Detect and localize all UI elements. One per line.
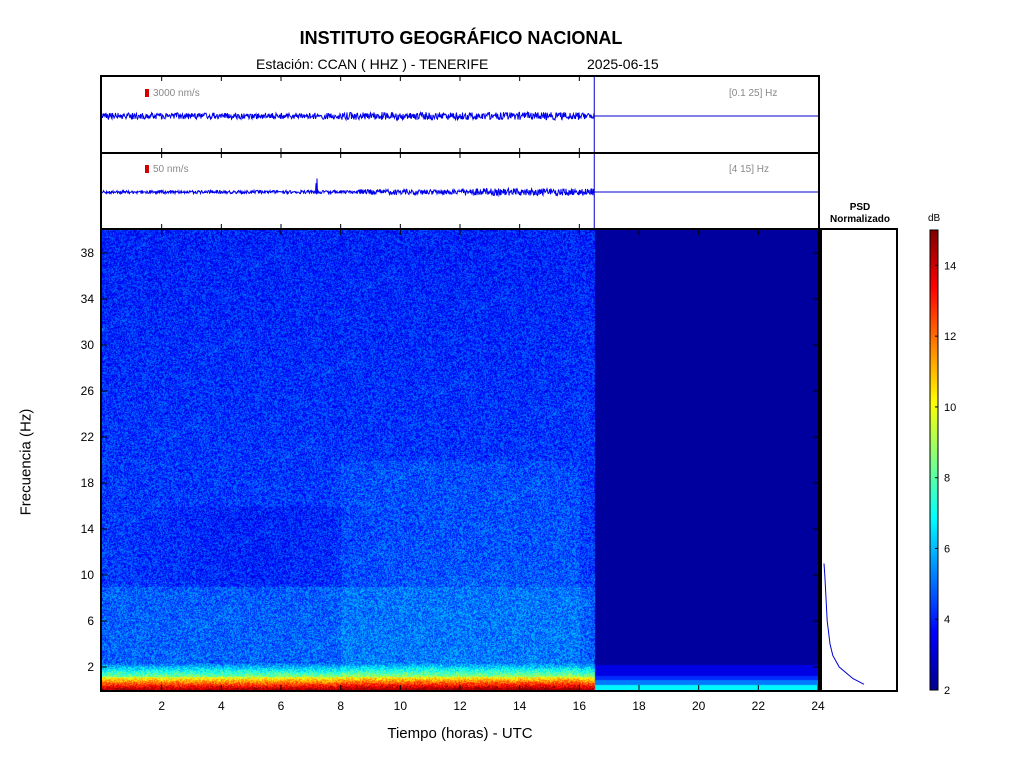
station-label: Estación: CCAN ( HHZ ) - TENERIFE <box>256 56 489 72</box>
x-tick-label: 22 <box>752 699 766 713</box>
y-tick-label: 34 <box>81 292 95 306</box>
trace-scale-label: 50 nm/s <box>153 164 189 175</box>
colorbar-tick-label: 10 <box>944 402 956 414</box>
y-tick-label: 2 <box>87 660 94 674</box>
colorbar-gradient <box>929 229 939 691</box>
x-axis-label: Tiempo (horas) - UTC <box>387 725 533 742</box>
y-tick-label: 6 <box>87 614 94 628</box>
colorbar-tick-label: 6 <box>944 543 950 555</box>
scale-bar-marker <box>145 165 149 173</box>
x-tick-label: 2 <box>158 699 165 713</box>
date-label: 2025-06-15 <box>587 56 659 72</box>
x-tick-label: 4 <box>218 699 225 713</box>
y-tick-label: 18 <box>81 476 95 490</box>
x-tick-label: 6 <box>278 699 285 713</box>
spectrogram-heatmap <box>102 230 818 690</box>
psd-curve <box>823 563 865 685</box>
trace-panel-broadband <box>100 75 820 154</box>
colorbar-unit: dB <box>928 213 941 224</box>
x-tick-label: 10 <box>394 699 408 713</box>
colorbar-tick-label: 8 <box>944 473 950 485</box>
x-tick-label: 24 <box>811 699 825 713</box>
trace-scale-label: 3000 nm/s <box>153 88 200 99</box>
x-tick-label: 16 <box>573 699 587 713</box>
colorbar-tick-label: 14 <box>944 260 956 272</box>
trace-filtered-svg <box>102 154 818 228</box>
psd-panel <box>820 228 898 692</box>
y-tick-label: 22 <box>81 430 95 444</box>
x-tick-label: 14 <box>513 699 527 713</box>
seismic-trace <box>102 110 595 122</box>
y-tick-label: 10 <box>81 568 95 582</box>
psd-title: PSD Normalizado <box>829 202 890 225</box>
chart-title: INSTITUTO GEOGRÁFICO NACIONAL <box>299 28 623 48</box>
seismic-trace <box>102 178 595 198</box>
psd-curve-svg <box>823 563 865 685</box>
colorbar-tick-label: 12 <box>944 331 956 343</box>
trace-broadband-svg <box>102 77 818 152</box>
colorbar-tick-label: 2 <box>944 685 950 697</box>
trace-band-label: [4 15] Hz <box>729 164 770 175</box>
y-tick-label: 26 <box>81 384 95 398</box>
y-tick-label: 14 <box>81 522 95 536</box>
trace-panel-filtered <box>100 152 820 230</box>
colorbar-tick-label: 4 <box>944 614 950 626</box>
x-tick-label: 8 <box>337 699 344 713</box>
trace-band-label: [0.1 25] Hz <box>729 88 778 99</box>
y-axis-label: Frecuencia (Hz) <box>17 408 35 516</box>
y-tick-label: 38 <box>81 246 95 260</box>
x-tick-label: 18 <box>632 699 646 713</box>
y-tick-label: 30 <box>81 338 95 352</box>
scale-bar-marker <box>145 89 149 97</box>
x-tick-label: 20 <box>692 699 706 713</box>
x-tick-label: 12 <box>453 699 467 713</box>
